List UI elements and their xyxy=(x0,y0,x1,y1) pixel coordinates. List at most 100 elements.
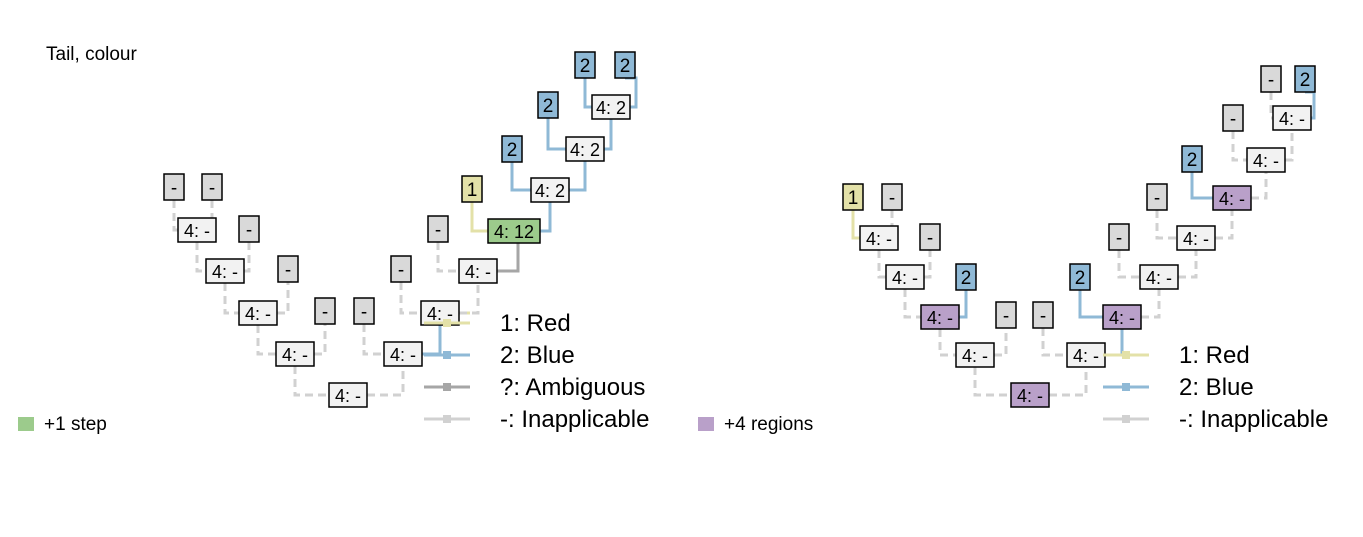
left-legend-point-3 xyxy=(443,415,451,423)
right-tip-0: 1 xyxy=(842,183,864,211)
svg-text:4: -: 4: - xyxy=(1279,109,1305,129)
right-tip-6: 2 xyxy=(1069,263,1091,291)
left-edge-17 xyxy=(470,202,488,233)
figure-title: Tail, colour xyxy=(46,44,137,65)
svg-text:4: -: 4: - xyxy=(1183,229,1209,249)
left-tip-3: - xyxy=(277,255,299,283)
svg-text:1: 1 xyxy=(467,180,478,201)
right-edge-1 xyxy=(1049,367,1088,397)
left-edge-16 xyxy=(497,243,520,273)
svg-text:-: - xyxy=(1154,188,1160,209)
left-node-4: 4: - xyxy=(177,217,217,243)
svg-text:4: -: 4: - xyxy=(1109,308,1135,328)
left-edge-21 xyxy=(546,118,566,151)
right-edge-10 xyxy=(1041,328,1067,357)
left-edge-23 xyxy=(583,78,592,109)
svg-text:2: 2 xyxy=(961,268,972,289)
right-edge-8 xyxy=(851,210,860,240)
right-edge-4 xyxy=(903,289,921,319)
svg-text:4: 2: 4: 2 xyxy=(535,181,565,201)
svg-text:2: 2 xyxy=(543,96,554,117)
left-edge-2 xyxy=(256,325,276,356)
right-edge-6 xyxy=(877,250,886,279)
left-edge-5 xyxy=(277,282,290,315)
right-node-8: 4: - xyxy=(1176,225,1216,251)
left-node-5: 4: - xyxy=(383,341,423,367)
left-tip-8: 1 xyxy=(461,175,483,203)
right-edge-2 xyxy=(938,329,956,357)
right-node-9: 4: - xyxy=(1212,185,1252,211)
left-edge-4 xyxy=(223,283,239,315)
left-legend-label-3: -: Inapplicable xyxy=(500,406,649,433)
right-edge-16 xyxy=(1155,210,1177,240)
right-legend-point-0 xyxy=(1122,351,1130,359)
left-edge-3 xyxy=(314,324,327,356)
left-tip-4: - xyxy=(314,297,336,325)
left-tip-11: 2 xyxy=(574,51,596,79)
svg-text:-: - xyxy=(171,178,177,199)
right-tip-5: - xyxy=(1032,301,1054,329)
right-tip-10: - xyxy=(1222,104,1244,132)
left-edge-1 xyxy=(367,366,405,397)
svg-text:-: - xyxy=(1230,109,1236,130)
svg-text:-: - xyxy=(1268,70,1274,91)
left-tip-5: - xyxy=(353,297,375,325)
left-legend-point-2 xyxy=(443,383,451,391)
right-node-0: 4: - xyxy=(1010,382,1050,408)
svg-text:2: 2 xyxy=(1300,70,1311,91)
svg-text:-: - xyxy=(398,260,404,281)
right-edge-20 xyxy=(1231,131,1247,162)
left-node-3: 4: - xyxy=(205,258,245,284)
svg-text:-: - xyxy=(1040,306,1046,327)
svg-text:4: -: 4: - xyxy=(1073,346,1099,366)
left-legend-point-1 xyxy=(443,351,451,359)
left-edge-12 xyxy=(399,282,421,315)
svg-text:4: 12: 4: 12 xyxy=(494,222,534,242)
svg-text:4: -: 4: - xyxy=(390,345,416,365)
svg-text:1: 1 xyxy=(848,188,859,209)
svg-text:4: -: 4: - xyxy=(962,346,988,366)
svg-text:4: -: 4: - xyxy=(212,262,238,282)
svg-text:4: 2: 4: 2 xyxy=(596,98,626,118)
right-tip-7: - xyxy=(1108,223,1130,251)
svg-text:4: -: 4: - xyxy=(335,386,361,406)
left-edge-15 xyxy=(436,242,459,273)
left-edge-11 xyxy=(422,325,442,356)
svg-text:-: - xyxy=(246,220,252,241)
right-tip-9: 2 xyxy=(1181,145,1203,173)
svg-text:4: -: 4: - xyxy=(1219,189,1245,209)
left-edge-18 xyxy=(540,202,552,233)
right-node-1: 4: - xyxy=(955,342,995,368)
right-legend-point-1 xyxy=(1122,383,1130,391)
left-node-11: 4: 2 xyxy=(591,94,631,120)
right-edge-15 xyxy=(1178,250,1198,279)
right-node-6: 4: - xyxy=(1102,304,1142,330)
right-edge-13 xyxy=(1141,289,1161,319)
right-edge-12 xyxy=(1078,290,1103,319)
left-legend-label-0: 1: Red xyxy=(500,310,571,337)
svg-text:-: - xyxy=(889,188,895,209)
right-node-7: 4: - xyxy=(1139,264,1179,290)
right-tip-8: - xyxy=(1146,183,1168,211)
left-node-2: 4: - xyxy=(238,300,278,326)
left-edge-6 xyxy=(195,242,206,273)
svg-text:4: -: 4: - xyxy=(184,221,210,241)
svg-text:4: -: 4: - xyxy=(1017,386,1043,406)
right-legend-label-1: 2: Blue xyxy=(1179,374,1254,401)
left-legend-point-0 xyxy=(443,319,451,327)
svg-text:-: - xyxy=(435,220,441,241)
right-tip-3: 2 xyxy=(955,263,977,291)
left-tip-12: 2 xyxy=(614,51,636,79)
svg-text:-: - xyxy=(1003,306,1009,327)
left-tip-1: - xyxy=(201,173,223,201)
svg-text:2: 2 xyxy=(507,140,518,161)
svg-text:-: - xyxy=(285,260,291,281)
left-edge-14 xyxy=(459,283,480,315)
right-edge-18 xyxy=(1190,172,1213,200)
right-tip-1: - xyxy=(881,183,903,211)
right-tip-12: 2 xyxy=(1294,65,1316,93)
left-edge-0 xyxy=(293,366,329,397)
right-edge-17 xyxy=(1215,210,1234,240)
right-edge-3 xyxy=(994,328,1008,357)
